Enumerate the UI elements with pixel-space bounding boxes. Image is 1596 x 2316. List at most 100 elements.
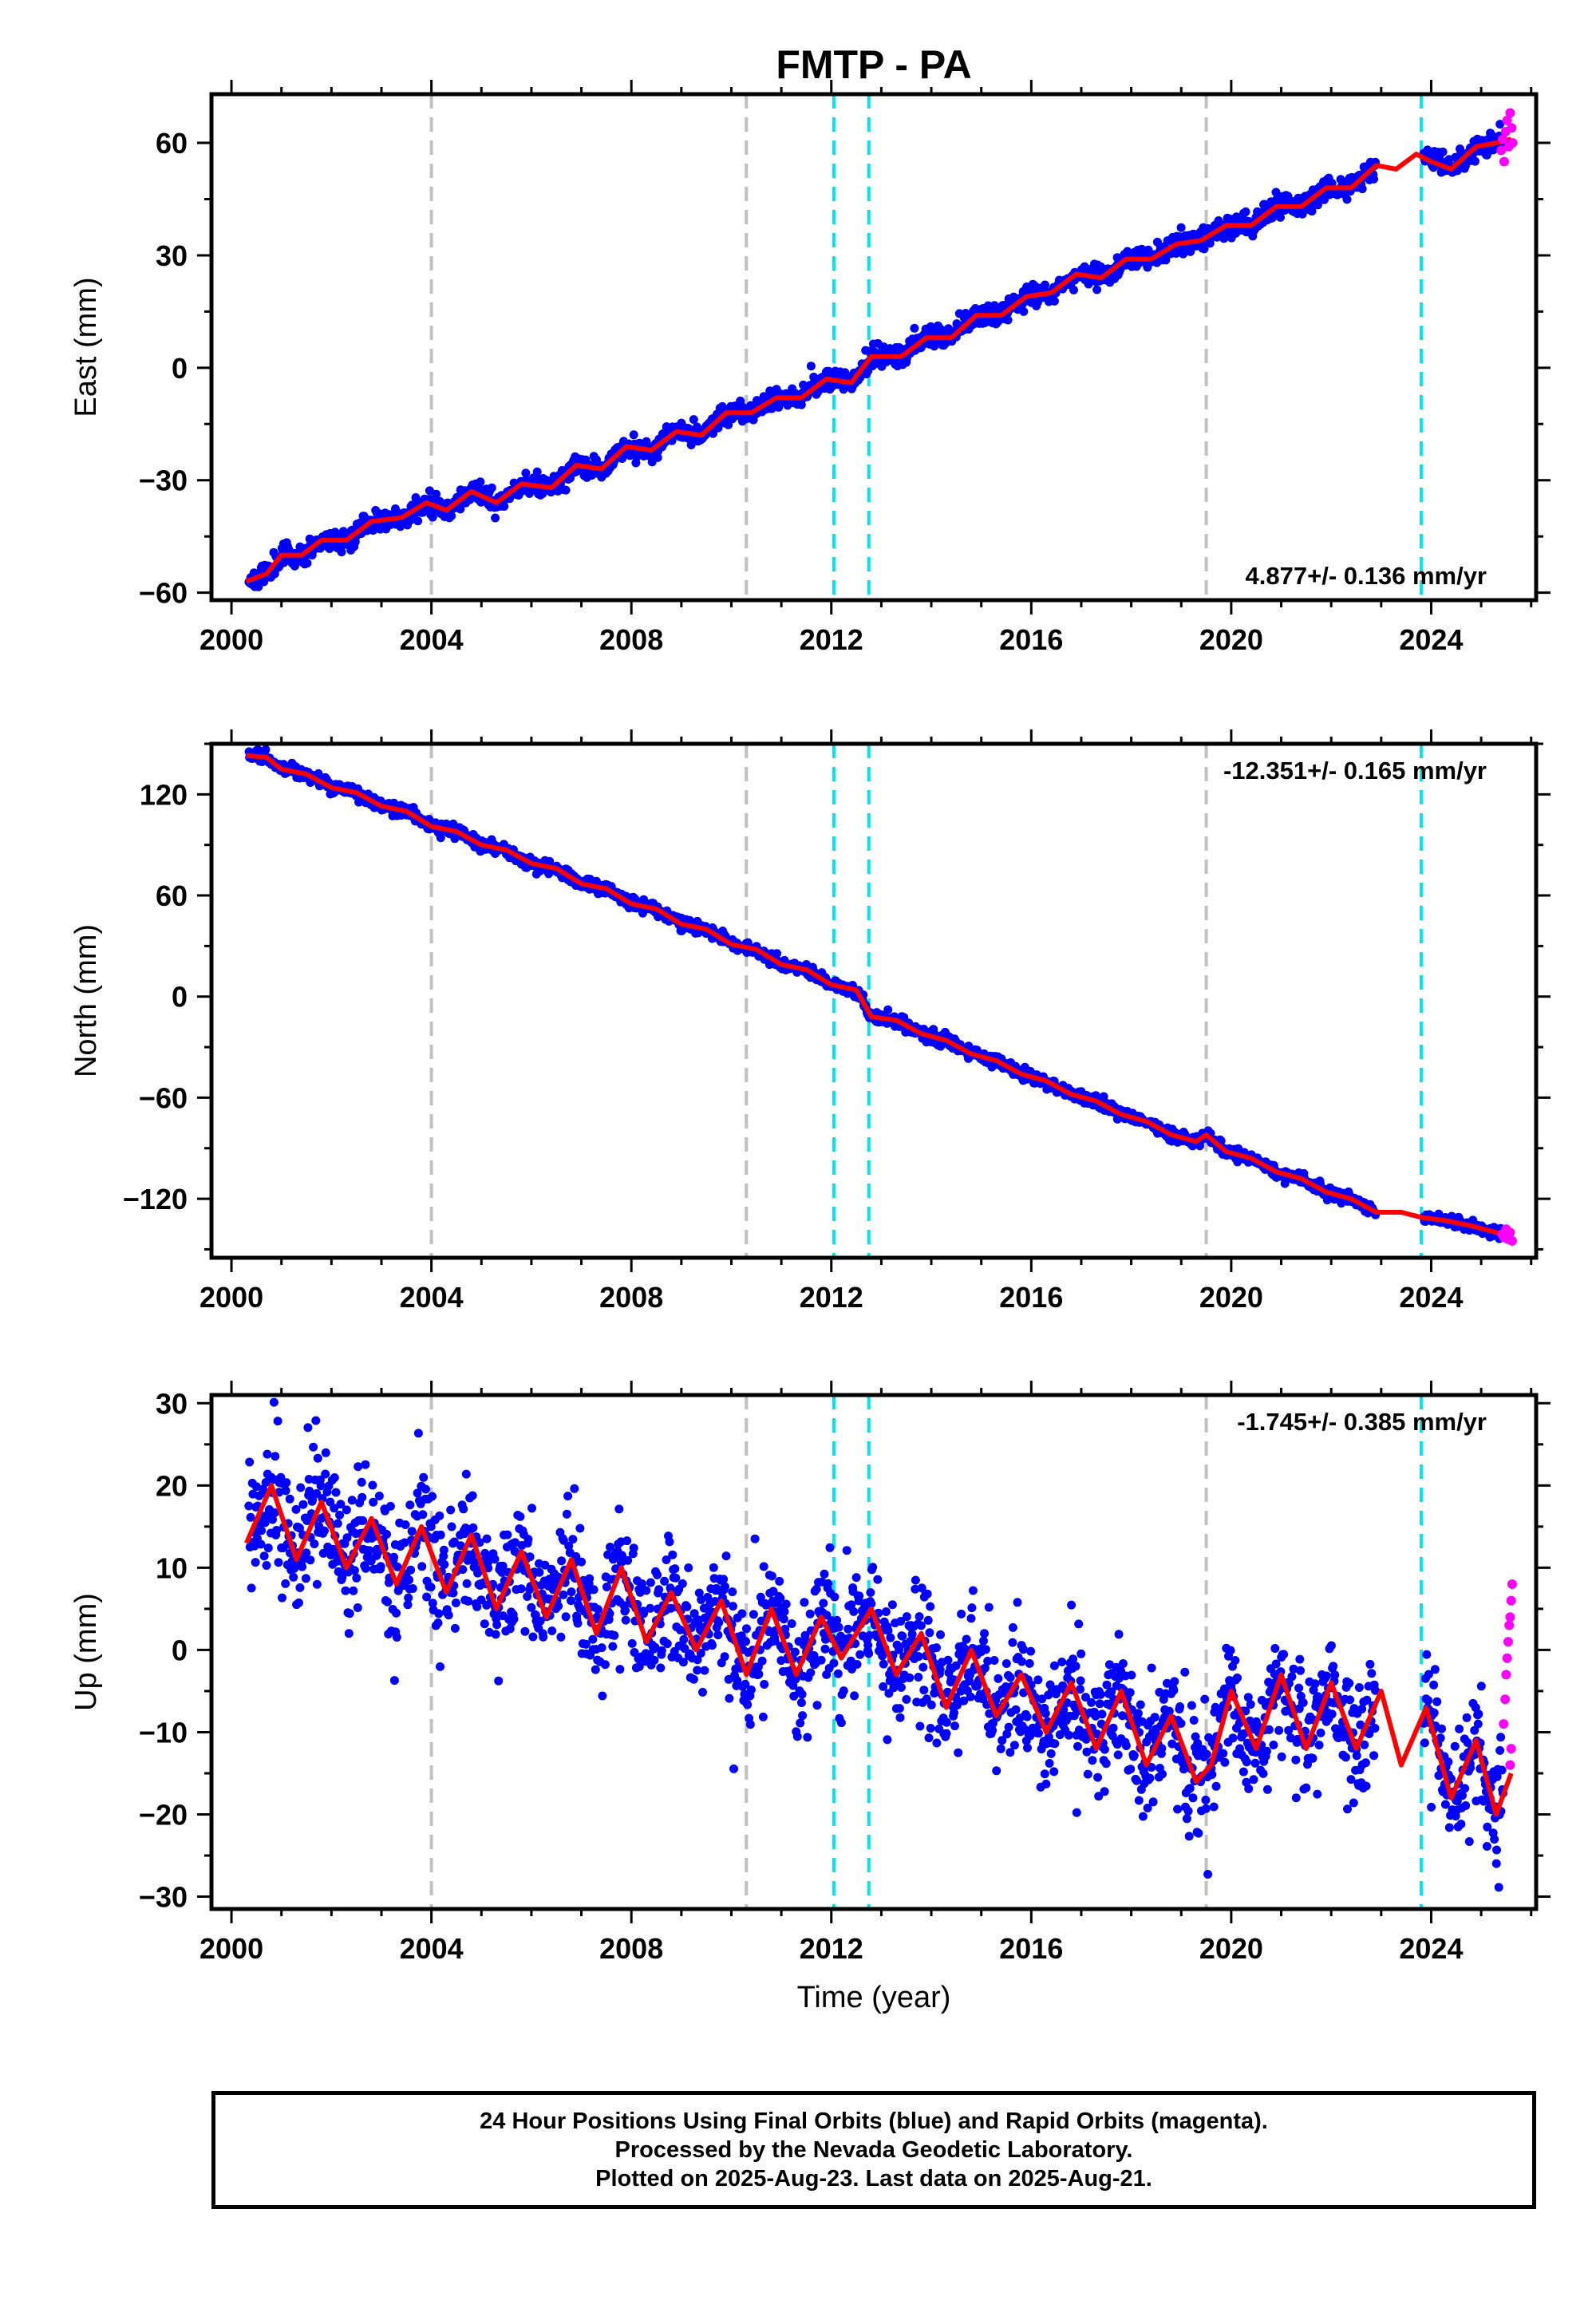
up-final-point [805,1609,815,1618]
north-frame [209,741,1539,1260]
panel-up: 2000 2004 2008 2012 2016 2020 2024−30−20−10010… [69,1381,1551,1965]
up-final-point [796,1698,806,1707]
east-final-point [1049,296,1059,306]
up-final-point [741,1637,750,1646]
up-final-point [742,1624,751,1634]
up-final-point [352,1573,361,1583]
up-final-point [757,1656,767,1666]
up-final-point [606,1543,614,1551]
up-final-point [741,1679,750,1689]
up-final-point [401,1520,410,1529]
up-final-point [392,1608,401,1618]
up-final-point [567,1587,576,1597]
up-final-point [426,1522,436,1531]
up-final-point [792,1732,802,1741]
east-final-point [689,415,698,425]
up-final-point [768,1587,778,1596]
up-final-point [331,1488,341,1497]
north-rapid-point [1505,1227,1515,1238]
east-x-tick-label: 2016 [999,623,1063,656]
up-final-point [570,1484,579,1493]
north-plot-area [211,744,1536,1258]
north-final-point [1099,1092,1108,1101]
up-final-point [547,1626,557,1635]
up-final-point [451,1599,460,1607]
up-final-point [316,1481,326,1491]
up-final-point [554,1601,563,1611]
up-final-point [654,1585,664,1595]
up-final-point [721,1582,729,1591]
east-final-point [491,513,500,523]
up-final-point [746,1685,756,1694]
up-final-point [642,1586,651,1595]
up-final-point [754,1670,764,1679]
up-final-point [498,1561,508,1571]
up-final-point [615,1665,625,1674]
north-x-tick-label: 2024 [1399,1281,1463,1314]
up-final-point [335,1510,345,1520]
up-final-point [458,1565,468,1575]
east-final-point [447,512,456,520]
up-final-point [361,1460,370,1469]
east-frame [209,92,1539,603]
up-final-point [358,1492,367,1502]
up-final-point [475,1538,484,1547]
up-plot-area [211,1395,1536,1909]
up-final-point [693,1655,702,1665]
up-final-point [272,1526,281,1535]
up-final-point [281,1486,290,1496]
north-plot-content [244,744,1517,1258]
up-final-point [714,1618,724,1627]
up-final-point [330,1473,339,1482]
up-final-point [591,1665,600,1674]
up-final-point [289,1572,298,1582]
up-final-point [257,1526,267,1535]
panel-east: 2000 2004 2008 2012 2016 2020 2024−60−3003060E… [69,80,1551,656]
up-final-point [646,1603,655,1613]
up-final-point [585,1574,595,1583]
up-final-point [347,1496,357,1505]
up-final-point [440,1559,449,1569]
north-y-tick-label: 120 [140,778,188,811]
up-final-point [385,1501,395,1511]
up-final-point [462,1579,472,1588]
up-final-point [263,1543,273,1553]
up-final-point [758,1712,768,1721]
up-final-point [708,1641,717,1650]
up-final-point [721,1551,731,1561]
up-final-point [776,1593,785,1603]
up-final-point [520,1626,530,1636]
up-final-point [491,1630,500,1639]
up-final-point [305,1486,314,1496]
up-final-point [484,1563,493,1573]
up-final-point [295,1524,304,1533]
up-final-point [557,1556,567,1566]
up-final-point [525,1552,535,1562]
east-final-point [1003,315,1013,325]
up-final-point [436,1530,445,1539]
north-y-axis-label: North (mm) [69,924,103,1077]
up-final-point [621,1606,630,1615]
east-rapid-point [1498,134,1508,144]
up-final-point [434,1609,444,1618]
east-plot-content [244,94,1518,600]
up-final-point [656,1663,666,1673]
east-final-point [1276,212,1285,222]
north-rate-label: -12.351+/- 0.165 mm/yr [1223,757,1487,785]
up-final-point [729,1764,738,1773]
up-final-point [567,1596,575,1606]
east-final-point [1307,207,1317,216]
east-final-point [1092,285,1102,294]
east-final-point [302,559,312,568]
up-final-point [689,1674,698,1684]
up-final-point [627,1638,637,1648]
up-final-point [247,1583,256,1593]
up-final-point [298,1562,307,1571]
up-final-point [392,1633,401,1642]
up-final-point [303,1423,313,1433]
up-final-point [490,1555,500,1564]
east-final-point [1369,174,1378,184]
up-final-point [404,1593,413,1603]
up-final-point [345,1609,354,1618]
up-final-point [295,1583,305,1592]
